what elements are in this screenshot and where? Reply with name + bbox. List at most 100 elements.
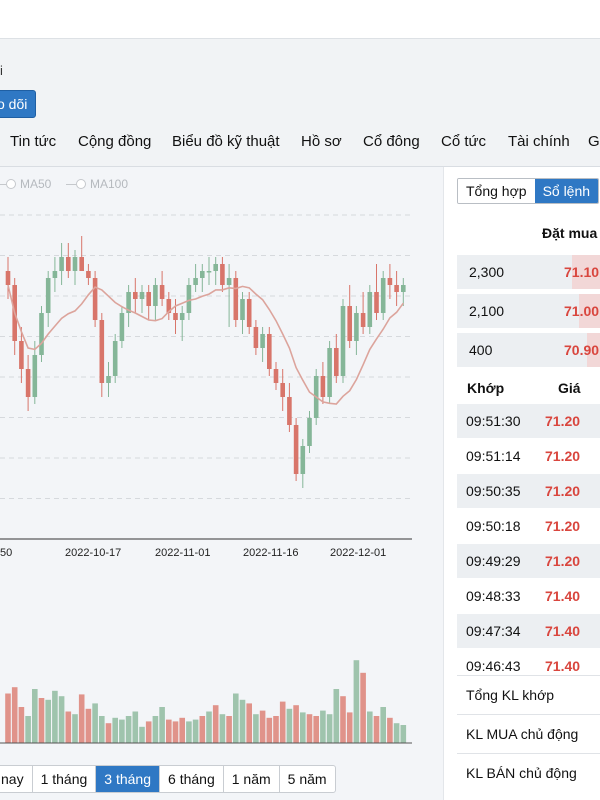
stock-header: i o dõi [0, 38, 600, 121]
trade-row: 09:48:33 71.40 [457, 579, 600, 613]
candle-body [327, 348, 332, 397]
volume-bar [273, 716, 279, 743]
candle-body [206, 271, 212, 273]
candle-body [186, 285, 192, 313]
orderbook-price: 70.90 [564, 342, 600, 358]
volume-bar [393, 723, 400, 743]
candle-body [374, 292, 379, 313]
volume-bar [38, 698, 45, 743]
x-tick-label: 50 [0, 547, 12, 559]
orderbook-level-bar [586, 333, 600, 367]
chart-panel: MA50 MA100 50 2022-10-17 2022-11-01 2022-11… [0, 167, 443, 800]
volume-bar [52, 690, 58, 743]
candle-body [233, 278, 239, 320]
volume-bar [65, 711, 72, 743]
legend-ma50[interactable]: MA50 [0, 177, 51, 191]
volume-bar [300, 712, 306, 743]
volume-bar [179, 717, 185, 743]
header-label: i [0, 63, 3, 78]
candle-body [45, 278, 51, 313]
volume-bar [340, 696, 346, 743]
candle-body [133, 292, 138, 299]
candle-body [86, 271, 91, 278]
candle-body [200, 271, 205, 278]
legend-line-icon [66, 183, 76, 185]
volume-bar [18, 707, 25, 743]
orderbook-row[interactable]: 2,300 71.10 [457, 255, 600, 289]
orderbook-volume: 400 [469, 342, 493, 358]
trade-price: 71.20 [545, 518, 581, 534]
moving-average-line [7, 284, 404, 405]
candle-body [387, 278, 393, 285]
range-button-0[interactable]: nay [0, 766, 33, 792]
summary-row: Tổng KL khớp [457, 675, 600, 714]
candle-body [72, 257, 78, 271]
trades-price-header: Giá [558, 380, 581, 396]
top-bar [0, 0, 600, 38]
trade-row: 09:50:18 71.20 [457, 509, 600, 543]
range-button-1[interactable]: 1 tháng [33, 766, 97, 792]
nav-item-5[interactable]: Cổ tức [441, 133, 487, 150]
summary-row: KL BÁN chủ động [457, 753, 600, 792]
trade-price: 71.40 [545, 588, 581, 604]
nav-item-4[interactable]: Cổ đông [363, 133, 420, 150]
trade-time: 09:50:18 [466, 518, 521, 534]
candle-body [106, 376, 111, 383]
trades-list[interactable]: 09:51:30 71.20 09:51:14 71.20 09:50:35 71.20 0… [457, 400, 600, 672]
orderbook-row[interactable]: 2,100 71.00 [457, 294, 600, 328]
volume-bar [11, 687, 18, 743]
candle-body [173, 313, 178, 320]
panel-tab-1[interactable]: Sổ lệnh [534, 179, 599, 203]
candle-body [334, 348, 339, 376]
orderbook-price: 71.10 [564, 264, 600, 280]
nav-item-3[interactable]: Hồ sơ [301, 133, 342, 150]
volume-bar [226, 716, 232, 743]
range-button-5[interactable]: 5 năm [287, 771, 327, 787]
trade-time: 09:46:43 [466, 658, 521, 672]
volume-bar [105, 723, 112, 743]
trade-time: 09:50:35 [466, 483, 521, 499]
candle-body [179, 313, 185, 320]
legend-line-icon [0, 183, 6, 185]
candle-body [226, 278, 232, 285]
volume-bar [333, 689, 340, 743]
volume-bar [145, 721, 152, 743]
volume-bar [212, 705, 219, 743]
trade-price: 71.20 [545, 483, 581, 499]
candle-body [139, 292, 145, 299]
nav-item-1[interactable]: Cộng đồng [78, 133, 152, 150]
follow-button[interactable]: o dõi [0, 90, 37, 118]
nav-item-6[interactable]: Tài chính [508, 133, 570, 150]
candle-body [79, 257, 84, 271]
candle-body [159, 285, 165, 299]
nav-item-0[interactable]: Tin tức [10, 133, 57, 150]
range-button-2[interactable]: 3 tháng [96, 766, 161, 792]
range-button-4[interactable]: 1 năm [224, 766, 280, 792]
candle-body [380, 278, 386, 313]
panel-tab-0[interactable]: Tổng hợp [458, 179, 535, 203]
volume-bar [92, 703, 98, 743]
main-nav: Tin tức Cộng đồng Biểu đồ kỹ thuật Hồ sơ Cổ … [0, 120, 600, 167]
candle-body [119, 313, 125, 341]
legend-ma100[interactable]: MA100 [66, 177, 128, 191]
nav-item-7[interactable]: G [588, 133, 600, 150]
trade-price: 71.20 [545, 448, 581, 464]
range-button-3[interactable]: 6 tháng [160, 766, 224, 792]
volume-bar [346, 712, 353, 743]
orderbook-row[interactable]: 400 70.90 [457, 333, 600, 367]
candle-body [25, 369, 31, 397]
volume-bar [186, 721, 192, 743]
candle-body [153, 285, 158, 306]
candle-body [246, 299, 252, 327]
trade-price: 71.40 [545, 658, 581, 672]
volume-bar [367, 711, 373, 743]
volume-bar [360, 672, 366, 743]
candle-body [66, 257, 71, 271]
nav-item-2[interactable]: Biểu đồ kỹ thuật [172, 133, 280, 150]
volume-bar [253, 714, 259, 743]
candle-body [32, 355, 38, 397]
volume-bar [112, 717, 118, 743]
trade-row: 09:51:30 71.20 [457, 404, 600, 438]
volume-bar [259, 710, 266, 743]
candlestick-chart[interactable]: 50 2022-10-17 2022-11-01 2022-11-16 2022-12-… [0, 167, 443, 800]
